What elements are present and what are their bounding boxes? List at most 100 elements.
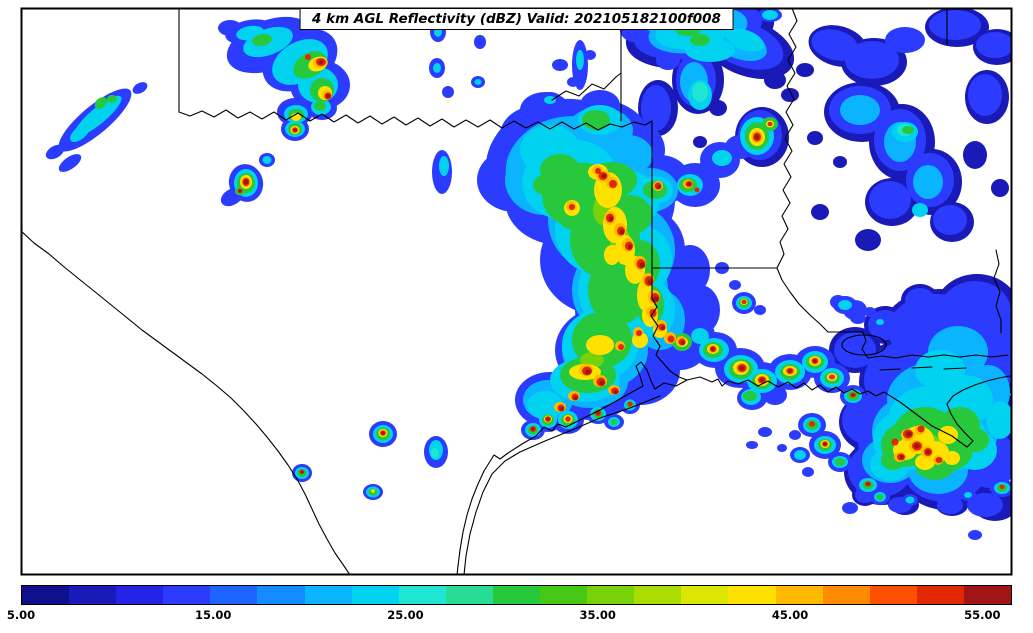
coastline-texas bbox=[456, 361, 688, 574]
reflectivity-blob bbox=[899, 455, 905, 459]
colorbar-tick-label: 35.00 bbox=[579, 608, 616, 622]
reflectivity-blob bbox=[991, 179, 1009, 197]
reflectivity-blob bbox=[690, 34, 710, 46]
reflectivity-blob bbox=[905, 288, 935, 312]
reflectivity-blob bbox=[544, 96, 556, 104]
reflectivity-blob bbox=[758, 427, 772, 437]
reflectivity-blob bbox=[767, 121, 773, 127]
reflectivity-blob bbox=[937, 496, 963, 514]
reflectivity-blob bbox=[627, 401, 633, 407]
reflectivity-blob bbox=[667, 335, 675, 343]
reflectivity-blob bbox=[609, 180, 617, 188]
reflectivity-blob bbox=[855, 229, 881, 251]
reflectivity-blob bbox=[582, 110, 610, 130]
reflectivity-blob bbox=[933, 205, 967, 235]
reflectivity-blob bbox=[533, 175, 557, 195]
colorbar-segment bbox=[210, 586, 258, 604]
reflectivity-blob bbox=[585, 369, 591, 375]
reflectivity-blob bbox=[596, 411, 600, 415]
reflectivity-blob bbox=[431, 448, 439, 458]
reflectivity-blob bbox=[527, 391, 563, 419]
reflectivity-blob bbox=[238, 189, 242, 193]
colorbar-segment bbox=[304, 586, 352, 604]
reflectivity-blob bbox=[829, 374, 835, 380]
colorbar-segment bbox=[116, 586, 164, 604]
reflectivity-blob bbox=[938, 426, 958, 444]
colorbar-segment bbox=[257, 586, 305, 604]
reflectivity-blob bbox=[58, 154, 82, 172]
reflectivity-field bbox=[45, 9, 1011, 540]
border-louisiana-mississippi bbox=[827, 331, 869, 359]
colorbar-segment bbox=[398, 586, 446, 604]
reflectivity-blob bbox=[967, 493, 1003, 517]
colorbar-tick-label: 15.00 bbox=[195, 608, 232, 622]
reflectivity-blob bbox=[442, 86, 454, 98]
colorbar-segment bbox=[775, 586, 823, 604]
reflectivity-blob bbox=[811, 29, 859, 61]
colorbar-tick-label: 55.00 bbox=[964, 608, 1001, 622]
reflectivity-blob bbox=[439, 156, 449, 176]
reflectivity-blob bbox=[796, 63, 814, 77]
colorbar-segment bbox=[163, 586, 211, 604]
reflectivity-blob bbox=[656, 50, 680, 70]
reflectivity-blob bbox=[639, 262, 645, 268]
reflectivity-blob bbox=[754, 305, 766, 315]
reflectivity-blob bbox=[709, 100, 727, 116]
mobile-bay bbox=[993, 249, 1002, 334]
reflectivity-blob bbox=[902, 126, 914, 134]
reflectivity-blob bbox=[746, 441, 758, 449]
reflectivity-blob bbox=[595, 168, 601, 174]
colorbar-segment bbox=[963, 586, 1011, 604]
reflectivity-blob bbox=[601, 173, 607, 179]
coastline-louisiana-delta bbox=[686, 375, 1011, 448]
reflectivity-blob bbox=[694, 187, 700, 193]
colorbar-segment bbox=[681, 586, 729, 604]
reflectivity-blob bbox=[546, 417, 550, 421]
reflectivity-blob bbox=[604, 245, 620, 265]
reflectivity-blob bbox=[764, 71, 786, 89]
reflectivity-blob bbox=[653, 296, 659, 302]
reflectivity-blob bbox=[838, 300, 852, 310]
reflectivity-blob bbox=[866, 482, 870, 486]
reflectivity-blob bbox=[794, 450, 806, 460]
reflectivity-blob bbox=[252, 33, 272, 47]
reflectivity-blob bbox=[243, 179, 249, 185]
reflectivity-blob bbox=[474, 35, 486, 49]
reflectivity-blob bbox=[840, 95, 880, 125]
colorbar-segment bbox=[492, 586, 541, 604]
colorbar-segment bbox=[587, 586, 635, 604]
reflectivity-blob bbox=[433, 63, 441, 73]
reflectivity-blob bbox=[637, 279, 653, 311]
coastline-mississippi-sound bbox=[867, 354, 1009, 359]
reflectivity-blob bbox=[70, 124, 90, 142]
reflectivity-blob bbox=[845, 41, 899, 79]
reflectivity-blob bbox=[314, 101, 326, 111]
reflectivity-blob bbox=[788, 369, 792, 373]
reflectivity-blob bbox=[944, 451, 960, 465]
reflectivity-blob bbox=[917, 425, 925, 433]
colorbar-segment bbox=[351, 586, 399, 604]
reflectivity-blob bbox=[876, 319, 884, 325]
reflectivity-blob bbox=[670, 245, 710, 295]
reflectivity-blob bbox=[381, 431, 385, 435]
reflectivity-blob bbox=[906, 431, 912, 437]
reflectivity-blob bbox=[741, 299, 747, 305]
reflectivity-blob bbox=[869, 181, 911, 219]
lake-pontchartrain bbox=[841, 334, 887, 356]
reflectivity-blob bbox=[885, 27, 925, 53]
reflectivity-blob bbox=[914, 443, 920, 449]
reflectivity-blob bbox=[610, 419, 618, 425]
reflectivity-blob bbox=[218, 20, 242, 36]
reflectivity-blob bbox=[576, 50, 584, 70]
colorbar-segment bbox=[69, 586, 117, 604]
reflectivity-blob bbox=[657, 185, 661, 189]
reflectivity-blob bbox=[293, 128, 297, 132]
reflectivity-blob bbox=[681, 341, 685, 345]
reflectivity-blob bbox=[809, 421, 815, 427]
reflectivity-blob bbox=[574, 396, 578, 400]
border-texas-arkansas-louisiana bbox=[650, 120, 778, 381]
reflectivity-blob bbox=[891, 438, 899, 446]
reflectivity-blob bbox=[964, 492, 972, 498]
